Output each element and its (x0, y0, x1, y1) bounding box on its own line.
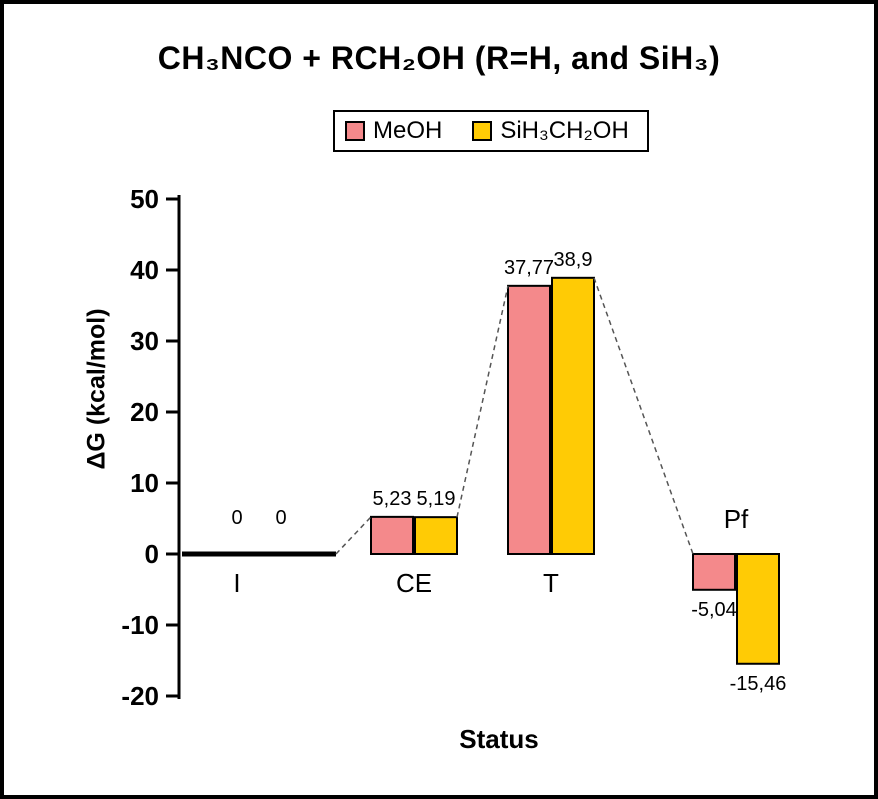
y-tick-label: 0 (145, 539, 159, 569)
bar-meoh-pf (692, 553, 736, 591)
connector-line (593, 277, 694, 555)
category-label-pf: Pf (724, 504, 749, 534)
bar-meoh-t (507, 284, 551, 555)
x-axis-title: Status (459, 724, 539, 754)
value-label: -5,04 (691, 599, 737, 621)
bar-meoh-ce (370, 515, 414, 556)
legend-label: MeOH (373, 117, 443, 144)
value-label: -15,46 (730, 673, 787, 695)
category-label-i: I (233, 568, 240, 598)
value-label: 38,9 (554, 249, 593, 271)
y-tick-label: 20 (130, 397, 159, 427)
legend-item-sih3ch2oh: SiH₃CH₂OH (472, 117, 629, 145)
y-tick-label: 30 (130, 326, 159, 356)
category-label-t: T (543, 568, 559, 598)
y-tick-label: 40 (130, 255, 159, 285)
connector-line (335, 516, 372, 555)
connector-line (456, 285, 509, 518)
y-tick-label: 50 (130, 184, 159, 214)
category-label-ce: CE (396, 568, 432, 598)
legend: MeOH SiH₃CH₂OH (333, 110, 649, 152)
y-tick-label: -10 (121, 610, 159, 640)
y-tick-label: 10 (130, 468, 159, 498)
legend-swatch (472, 121, 493, 141)
y-axis-title: ΔG (kcal/mol) (82, 308, 111, 470)
legend-label: SiH₃CH₂OH (500, 117, 629, 144)
value-label: 0 (231, 507, 242, 529)
value-label: 37,77 (504, 257, 554, 279)
y-tick-label: -20 (121, 681, 159, 711)
bar-sih3ch2oh-ce (414, 516, 458, 555)
legend-swatch (345, 121, 365, 141)
chart-title: CH₃NCO + RCH₂OH (R=H, and SiH₃) (157, 40, 721, 76)
value-label: 5,19 (417, 488, 456, 510)
bar-sih3ch2oh-t (551, 276, 595, 555)
legend-item-meoh: MeOH (345, 117, 442, 145)
plot-area: 50 40 30 20 10 0 -10 -20 0 0 I 5,23 5,19 CE 37,77 38,9 T… (121, 184, 787, 711)
bar-sih3ch2oh-pf (736, 553, 780, 665)
value-label: 5,23 (373, 488, 412, 510)
value-label: 0 (275, 507, 286, 529)
